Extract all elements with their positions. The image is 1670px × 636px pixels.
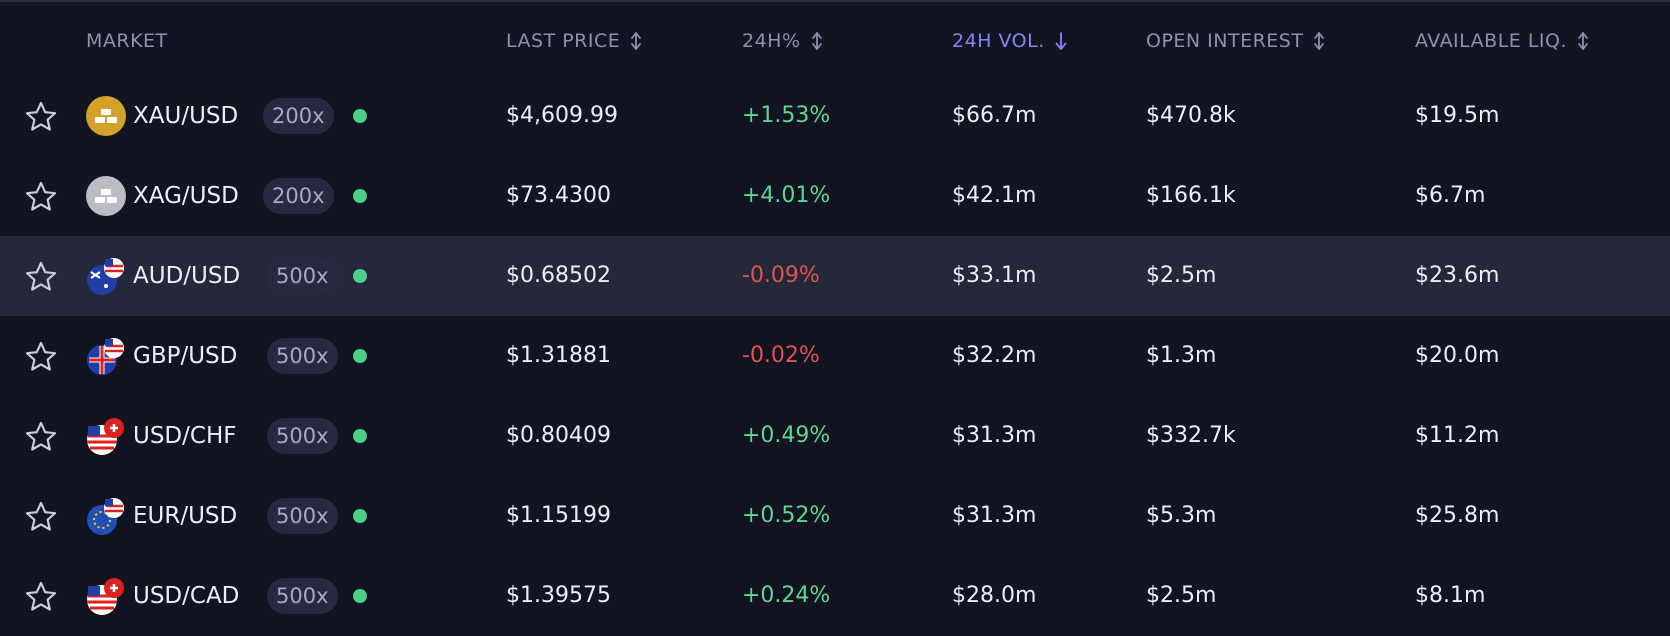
status-dot xyxy=(353,109,367,123)
market-name: XAU/USD xyxy=(133,103,239,129)
market-name: GBP/USD xyxy=(133,343,238,369)
available-liquidity: $23.6m xyxy=(1415,263,1500,288)
last-price: $1.31881 xyxy=(506,343,611,368)
open-interest: $2.5m xyxy=(1146,263,1217,288)
change-24h: +0.24% xyxy=(742,583,831,608)
column-header-text: LAST PRICE xyxy=(506,30,621,52)
available-liquidity: $6.7m xyxy=(1415,183,1486,208)
open-interest: $470.8k xyxy=(1146,103,1236,128)
column-header[interactable]: LAST PRICE xyxy=(506,30,642,52)
leverage-badge: 500x xyxy=(267,418,338,454)
market-row[interactable]: USD/CAD 500x $1.39575 +0.24% $28.0m $2.5m $8.1… xyxy=(0,556,1670,636)
sort-icon[interactable] xyxy=(1577,31,1589,51)
volume-24h: $31.3m xyxy=(952,423,1037,448)
market-icon xyxy=(87,578,124,615)
volume-24h: $32.2m xyxy=(952,343,1037,368)
sort-icon[interactable] xyxy=(811,31,823,51)
available-liquidity: $19.5m xyxy=(1415,103,1500,128)
last-price: $73.4300 xyxy=(506,183,611,208)
market-row[interactable]: XAU/USD 200x $4,609.99 +1.53% $66.7m $470.8k $… xyxy=(0,76,1670,156)
column-header[interactable]: OPEN INTEREST xyxy=(1146,30,1325,52)
market-name: EUR/USD xyxy=(133,503,238,529)
column-header-text: OPEN INTEREST xyxy=(1146,30,1304,52)
status-dot xyxy=(353,189,367,203)
market-row[interactable]: AUD/USD 500x $0.68502 -0.09% $33.1m $2.5m $23.… xyxy=(0,236,1670,316)
status-dot xyxy=(353,349,367,363)
available-liquidity: $20.0m xyxy=(1415,343,1500,368)
leverage-badge: 500x xyxy=(267,338,338,374)
available-liquidity: $8.1m xyxy=(1415,583,1486,608)
favorite-star[interactable] xyxy=(24,100,58,132)
market-icon xyxy=(87,338,124,375)
market-name: AUD/USD xyxy=(133,263,241,289)
column-header[interactable]: 24H VOL. xyxy=(952,30,1067,52)
market-icon xyxy=(86,176,126,216)
volume-24h: $66.7m xyxy=(952,103,1037,128)
status-dot xyxy=(353,509,367,523)
available-liquidity: $11.2m xyxy=(1415,423,1500,448)
leverage-badge: 500x xyxy=(267,258,338,294)
column-header-text: 24H VOL. xyxy=(952,30,1045,52)
open-interest: $2.5m xyxy=(1146,583,1217,608)
last-price: $1.15199 xyxy=(506,503,611,528)
column-header-text: MARKET xyxy=(86,30,168,52)
change-24h: -0.02% xyxy=(742,343,820,368)
last-price: $4,609.99 xyxy=(506,103,618,128)
market-row[interactable]: USD/CHF 500x $0.80409 +0.49% $31.3m $332.7k $1… xyxy=(0,396,1670,476)
market-icon xyxy=(87,498,124,535)
volume-24h: $28.0m xyxy=(952,583,1037,608)
market-name: USD/CAD xyxy=(133,583,240,609)
last-price: $1.39575 xyxy=(506,583,611,608)
available-liquidity: $25.8m xyxy=(1415,503,1500,528)
market-name: USD/CHF xyxy=(133,423,237,449)
market-row[interactable]: GBP/USD 500x $1.31881 -0.02% $32.2m $1.3m $20.… xyxy=(0,316,1670,396)
leverage-badge: 200x xyxy=(263,178,334,214)
change-24h: +0.49% xyxy=(742,423,831,448)
sort-icon[interactable] xyxy=(630,31,642,51)
open-interest: $166.1k xyxy=(1146,183,1236,208)
change-24h: -0.09% xyxy=(742,263,820,288)
favorite-star[interactable] xyxy=(24,580,58,612)
status-dot xyxy=(353,589,367,603)
column-header-text: 24H% xyxy=(742,30,801,52)
change-24h: +1.53% xyxy=(742,103,831,128)
status-dot xyxy=(353,269,367,283)
leverage-badge: 500x xyxy=(267,498,338,534)
last-price: $0.80409 xyxy=(506,423,611,448)
column-header[interactable]: 24H% xyxy=(742,30,823,52)
market-row[interactable]: XAG/USD 200x $73.4300 +4.01% $42.1m $166.1k $6… xyxy=(0,156,1670,236)
sort-icon[interactable] xyxy=(1313,31,1325,51)
volume-24h: $42.1m xyxy=(952,183,1037,208)
favorite-star[interactable] xyxy=(24,500,58,532)
change-24h: +0.52% xyxy=(742,503,831,528)
market-icon xyxy=(87,258,124,295)
favorite-star[interactable] xyxy=(24,420,58,452)
column-header[interactable]: AVAILABLE LIQ. xyxy=(1415,30,1589,52)
market-row[interactable]: EUR/USD 500x $1.15199 +0.52% $31.3m $5.3m $25.… xyxy=(0,476,1670,556)
open-interest: $5.3m xyxy=(1146,503,1217,528)
market-icon xyxy=(87,418,124,455)
market-icon xyxy=(86,96,126,136)
status-dot xyxy=(353,429,367,443)
leverage-badge: 500x xyxy=(267,578,338,614)
change-24h: +4.01% xyxy=(742,183,831,208)
favorite-star[interactable] xyxy=(24,340,58,372)
market-name: XAG/USD xyxy=(133,183,239,209)
favorite-star[interactable] xyxy=(24,180,58,212)
open-interest: $332.7k xyxy=(1146,423,1236,448)
favorite-star[interactable] xyxy=(24,260,58,292)
column-header: MARKET xyxy=(86,30,168,52)
volume-24h: $33.1m xyxy=(952,263,1037,288)
last-price: $0.68502 xyxy=(506,263,611,288)
open-interest: $1.3m xyxy=(1146,343,1217,368)
volume-24h: $31.3m xyxy=(952,503,1037,528)
leverage-badge: 200x xyxy=(263,98,334,134)
column-header-text: AVAILABLE LIQ. xyxy=(1415,30,1568,52)
sort-icon[interactable] xyxy=(1055,31,1067,51)
